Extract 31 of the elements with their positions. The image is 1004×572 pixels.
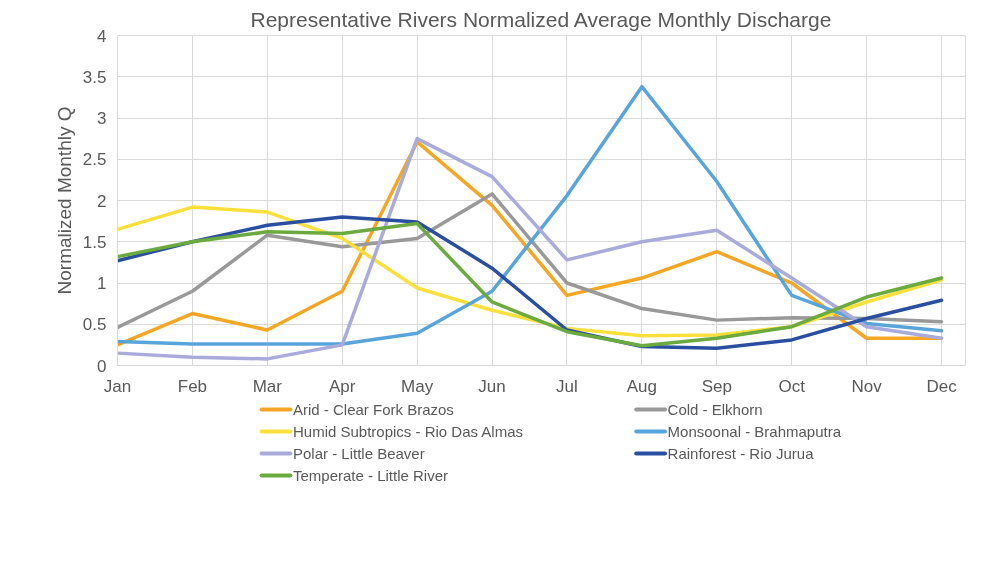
legend-label: Humid Subtropics - Rio Das Almas <box>292 423 524 440</box>
x-tick-label: Jan <box>103 376 132 396</box>
x-tick-label: Feb <box>177 376 208 396</box>
y-axis-title: Normalized Monthly Q <box>53 106 75 295</box>
x-tick-label: Jul <box>556 376 578 396</box>
x-tick-label: Oct <box>778 376 806 396</box>
y-tick-label: 3 <box>97 109 107 128</box>
x-tick-label: Dec <box>926 376 958 396</box>
legend-label: Arid - Clear Fork Brazos <box>292 401 454 418</box>
y-tick-label: 1.5 <box>82 232 107 252</box>
y-tick-label: 2 <box>97 191 107 211</box>
x-tick-label: May <box>401 376 434 396</box>
x-tick-label: Apr <box>329 376 356 396</box>
legend-label: Cold - Elkhorn <box>667 401 763 418</box>
legend-label: Monsoonal - Brahmaputra <box>667 423 842 440</box>
legend-label: Rainforest - Rio Jurua <box>667 445 815 462</box>
x-tick-label: Nov <box>851 376 883 396</box>
y-tick-label: 3.5 <box>82 67 107 87</box>
line-series <box>117 84 944 346</box>
y-tick-label: 4 <box>97 26 107 46</box>
x-tick-label: Jun <box>478 376 506 396</box>
y-tick-label: 1 <box>97 274 107 293</box>
x-tick-label: Sep <box>701 376 732 396</box>
y-tick-label: 0.5 <box>82 315 107 335</box>
legend-label: Temperate - Little River <box>292 467 449 484</box>
y-tick-label: 2.5 <box>82 150 107 170</box>
x-tick-label: Mar <box>252 376 283 396</box>
y-tick-label: 0 <box>97 356 107 376</box>
legend-label: Polar - Little Beaver <box>292 445 425 462</box>
x-tick-label: Aug <box>626 376 658 396</box>
chart-title: Representative Rivers Normalized Average Monthly Discharge <box>250 7 832 31</box>
